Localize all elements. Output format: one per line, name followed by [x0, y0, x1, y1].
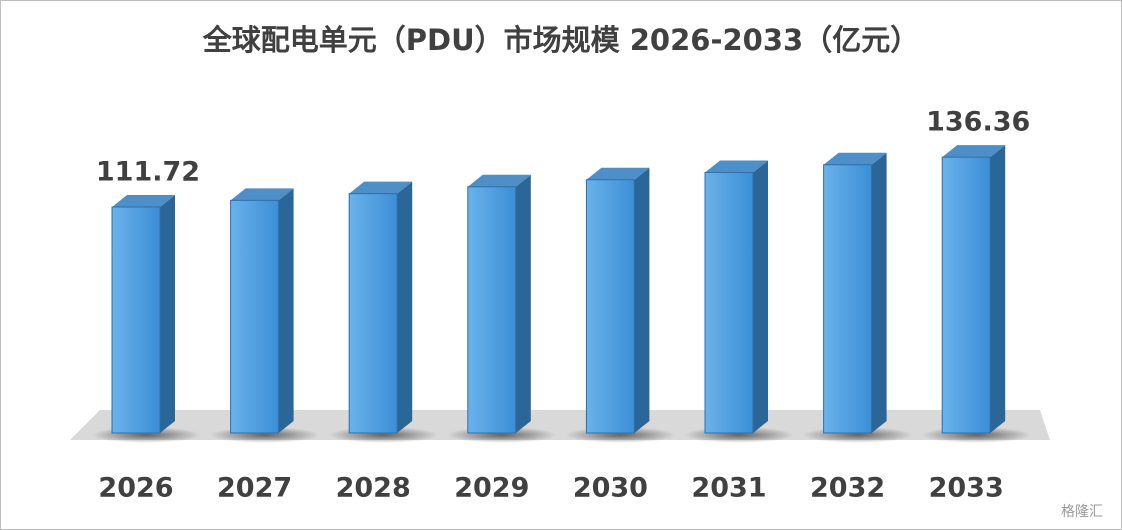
bar-side: [634, 167, 650, 433]
x-tick-label: 2028: [336, 473, 411, 504]
bar-side: [397, 181, 413, 433]
bar: [111, 206, 161, 434]
x-tick-label: 2027: [217, 473, 292, 504]
bar: [823, 164, 873, 434]
bar: [585, 179, 635, 434]
bar-top: [586, 167, 650, 180]
x-tick-label: 2033: [929, 473, 1004, 504]
bar: [467, 186, 517, 434]
bar-top: [467, 174, 531, 187]
value-label: 111.72: [96, 156, 200, 187]
x-tick-label: 2032: [810, 473, 885, 504]
bar-side: [753, 160, 768, 433]
bar-side: [515, 174, 531, 433]
bar-top: [349, 181, 413, 194]
bar-top: [823, 152, 887, 165]
bar-top: [112, 194, 175, 207]
bar-top: [705, 160, 768, 173]
bar-side: [160, 194, 175, 433]
x-tick-label: 2031: [691, 473, 766, 504]
bar: [704, 171, 754, 434]
bar-top: [230, 188, 294, 201]
x-tick-label: 2026: [98, 473, 173, 504]
bar-side: [990, 145, 1006, 433]
bar: [230, 199, 280, 434]
x-tick-label: 2029: [454, 473, 529, 504]
value-label: 136.36: [926, 107, 1030, 138]
bar-side: [871, 152, 887, 434]
bar: [941, 156, 991, 434]
bar-side: [278, 188, 294, 433]
watermark: 格隆汇: [1061, 504, 1103, 520]
bar: [348, 193, 398, 434]
bar-top: [942, 145, 1006, 158]
chart-title: 全球配电单元（PDU）市场规模 2026-2033（亿元）: [202, 23, 919, 57]
x-tick-label: 2030: [573, 473, 648, 504]
